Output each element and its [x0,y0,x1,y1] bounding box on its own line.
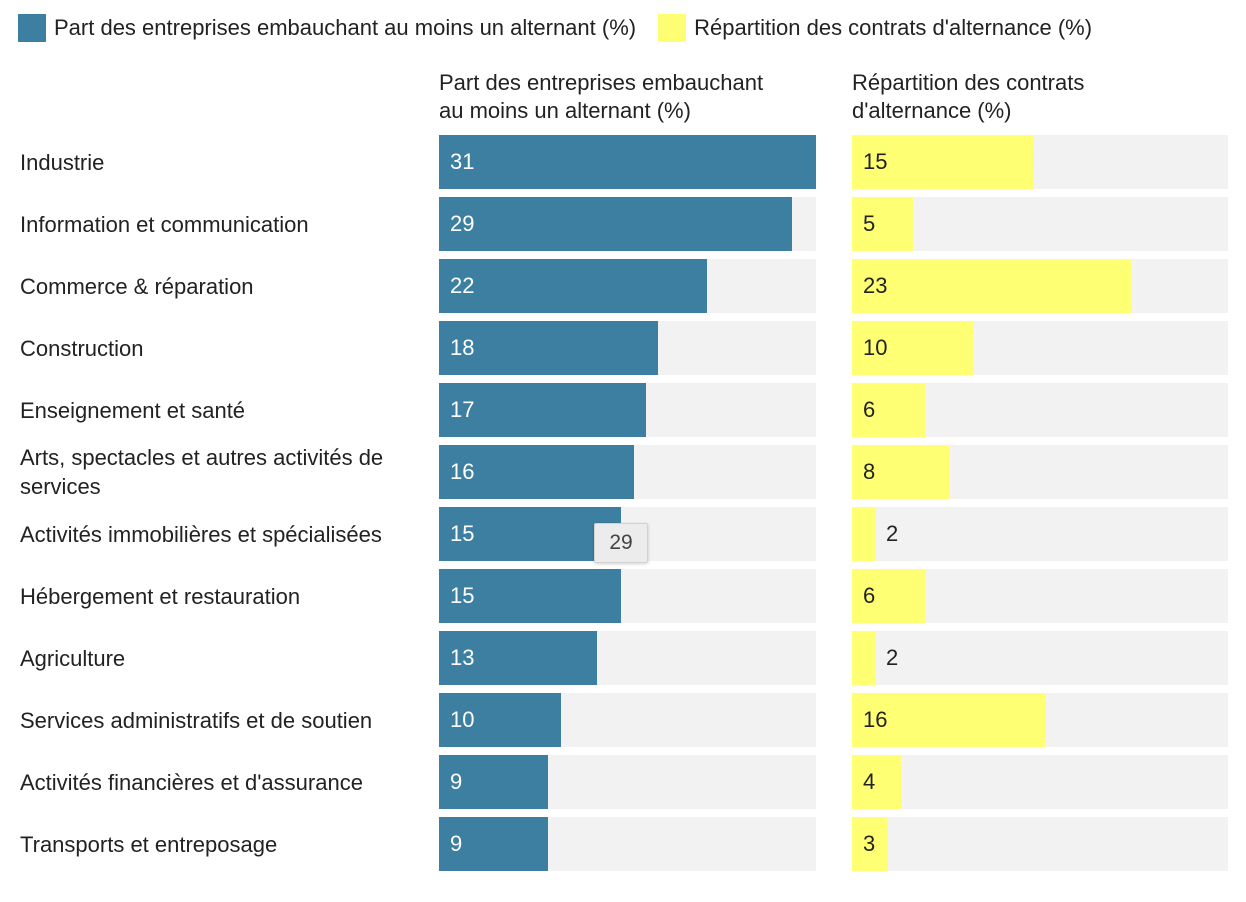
bar-track: 4 [852,755,1228,809]
legend-label: Part des entreprises embauchant au moins… [54,15,637,40]
bar-track: 31 [439,135,816,189]
bar-track: 16 [852,693,1228,747]
panel-header-line: d'alternance (%) [852,98,1012,123]
bar-track: 18 [439,321,816,375]
category-label: Enseignement et santé [20,397,246,423]
bar[interactable] [439,817,548,871]
bar-track: 23 [852,259,1228,313]
bar[interactable] [439,135,816,189]
bar[interactable] [439,445,634,499]
data-label: 31 [450,149,475,174]
data-label: 2 [886,645,899,670]
bar-track: 15 [439,569,816,623]
category-label: Activités financières et d'assurance [20,769,363,795]
data-label: 17 [450,397,475,422]
data-label: 15 [450,521,475,546]
bar[interactable] [852,321,973,375]
bar-track: 2 [852,507,1228,561]
bar[interactable] [852,445,949,499]
chart-legend: Part des entreprises embauchant au moins… [18,12,1092,44]
bar[interactable] [439,259,707,313]
data-label: 22 [450,273,475,298]
bar[interactable] [439,383,646,437]
bar-track: 10 [439,693,816,747]
data-label: 16 [450,459,475,484]
bar-track: 9 [439,817,816,871]
bar-track: 22 [439,259,816,313]
bar-track: 13 [439,631,816,685]
bar-track: 6 [852,383,1228,437]
bar-track: 15 [852,135,1228,189]
hover-tooltip: 29 [594,523,648,563]
bar-track: 9 [439,755,816,809]
data-label: 2 [886,521,899,546]
data-label: 15 [450,583,475,608]
bar[interactable] [439,321,658,375]
bar[interactable] [852,259,1131,313]
bar[interactable] [852,817,888,871]
bar[interactable] [439,507,621,561]
category-label: Agriculture [20,645,126,671]
panel-header-line: Part des entreprises embauchant [439,70,764,95]
category-label: Hébergement et restauration [20,583,301,609]
bar-track: 3 [852,817,1228,871]
data-label: 6 [863,583,876,608]
category-label: Information et communication [20,211,309,237]
bar[interactable] [852,135,1034,189]
legend-swatch [18,14,46,42]
bar-track: 2 [852,631,1228,685]
data-label: 15 [863,149,888,174]
bar[interactable] [852,383,925,437]
data-label: 10 [450,707,475,732]
data-label: 10 [863,335,888,360]
data-label: 4 [863,769,876,794]
category-label: Services administratifs et de soutien [20,707,373,733]
bar[interactable] [852,197,913,251]
data-label: 8 [863,459,876,484]
bar-track: 6 [852,569,1228,623]
category-label: Commerce & réparation [20,273,254,299]
legend-swatch [658,14,687,42]
panel-header-share-companies: Part des entreprises embauchant au moins… [439,69,819,125]
data-label: 13 [450,645,475,670]
data-label: 3 [863,831,876,856]
data-label: 6 [863,397,876,422]
panel-header-contract-distribution: Répartition des contrats d'alternance (%… [852,69,1232,125]
bar-track: 17 [439,383,816,437]
legend-item[interactable]: Répartition des contrats d'alternance (%… [658,14,1092,42]
legend-label: Répartition des contrats d'alternance (%… [694,15,1093,40]
data-label: 29 [450,211,475,236]
bar[interactable] [852,507,876,561]
category-label: Industrie [20,149,105,175]
bar[interactable] [439,569,621,623]
data-label: 16 [863,707,888,732]
panel-header-line: au moins un alternant (%) [439,98,691,123]
bar-track: 10 [852,321,1228,375]
bar[interactable] [439,197,792,251]
category-label: Construction [20,335,144,361]
data-label: 9 [450,769,463,794]
bar[interactable] [852,569,925,623]
bar[interactable] [852,755,901,809]
category-label: Activités immobilières et spécialisées [20,521,382,547]
panel-header-line: Répartition des contrats [852,70,1085,95]
bar-track: 29 [439,197,816,251]
data-label: 5 [863,211,876,236]
data-label: 18 [450,335,475,360]
bar[interactable] [852,693,1046,747]
data-label: 23 [863,273,888,298]
bar[interactable] [852,631,876,685]
bar[interactable] [439,755,548,809]
legend-item[interactable]: Part des entreprises embauchant au moins… [18,14,636,42]
category-label: Arts, spectacles et autres activités de … [20,445,384,499]
bar-track: 5 [852,197,1228,251]
bar[interactable] [439,693,561,747]
bar-track: 16 [439,445,816,499]
bar[interactable] [439,631,597,685]
category-label: Transports et entreposage [20,831,278,857]
bar-track: 8 [852,445,1228,499]
data-label: 9 [450,831,463,856]
